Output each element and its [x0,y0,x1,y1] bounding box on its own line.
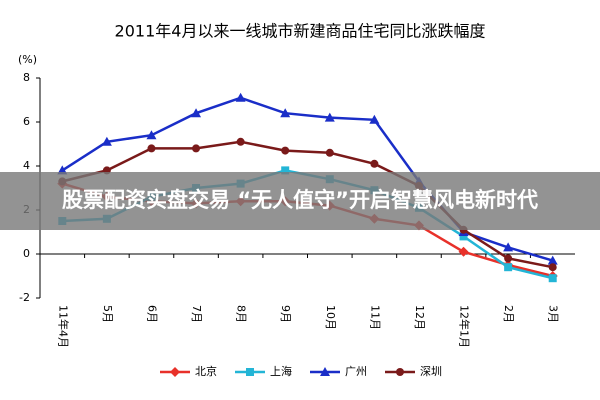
marker [324,112,335,122]
x-tick-label: 7月 [190,305,203,323]
x-tick-label: 6月 [145,305,158,323]
banner-text: 股票配资实盘交易 “无人值守”开启智慧风电新时代 [62,188,538,212]
x-tick-label: 5月 [101,305,114,323]
y-tick-label: 6 [23,115,30,128]
x-tick-label: 11年4月 [56,305,70,348]
marker [101,136,112,146]
marker [147,144,156,153]
banner [0,172,600,230]
marker [236,137,245,146]
marker [146,130,157,140]
x-tick-label: 9月 [279,305,292,323]
marker [280,108,291,118]
marker [320,367,330,376]
x-tick-label: 12月 [413,305,426,330]
legend-label: 北京 [195,364,217,378]
marker [235,92,246,102]
marker [170,367,180,377]
marker [504,263,513,272]
marker [504,254,513,263]
y-unit: (%) [18,53,37,66]
marker [547,255,558,265]
x-tick-label: 12年1月 [458,305,472,348]
marker [281,166,290,175]
x-tick-label: 3月 [547,305,560,323]
marker [192,144,201,153]
marker [281,146,290,155]
y-tick-label: -2 [19,291,30,304]
y-tick-label: 8 [23,71,30,84]
x-tick-label: 2月 [502,305,515,323]
x-tick-label: 10月 [324,305,337,330]
chart-title: 2011年4月以来一线城市新建商品住宅同比涨跌幅度 [115,22,486,41]
marker [369,114,380,124]
legend-label: 广州 [345,365,367,378]
marker [396,368,404,376]
y-tick-label: 0 [23,247,30,260]
y-tick-label: 4 [23,159,30,172]
marker [459,232,468,241]
x-tick-label: 11月 [368,305,381,330]
x-tick-label: 8月 [235,305,248,323]
marker [548,263,557,272]
marker [458,246,469,257]
legend-label: 上海 [270,364,292,378]
marker [503,242,514,252]
marker [191,108,202,118]
series-line [61,140,553,269]
legend-label: 深圳 [420,365,442,378]
marker [325,148,334,157]
marker [246,368,254,376]
marker [548,274,557,283]
marker [370,159,379,168]
